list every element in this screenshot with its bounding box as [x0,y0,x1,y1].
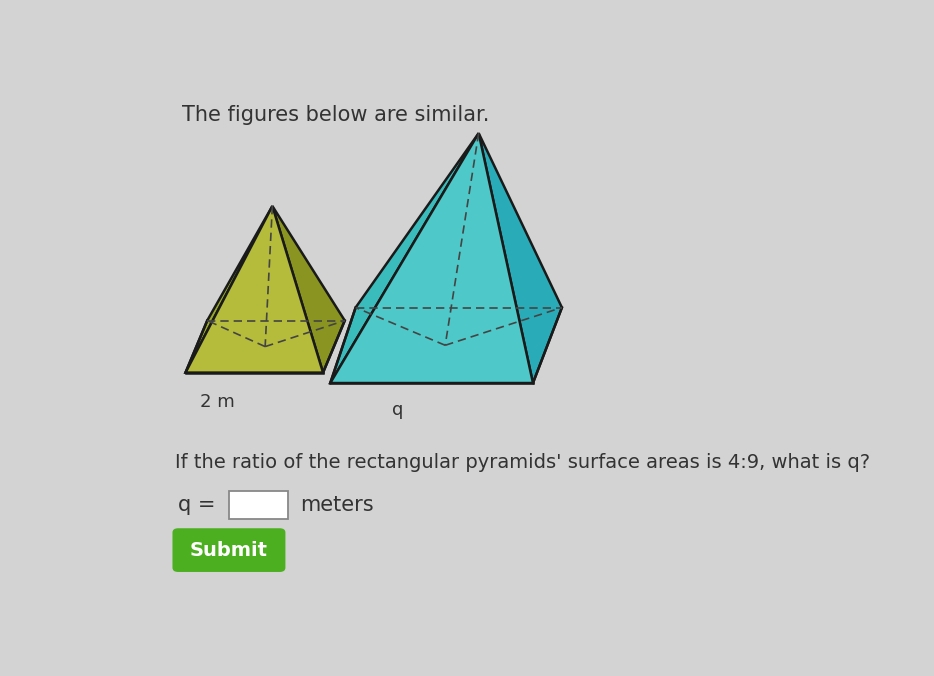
Text: The figures below are similar.: The figures below are similar. [182,105,489,124]
Polygon shape [186,206,273,372]
Polygon shape [331,133,479,383]
Text: q: q [392,402,403,419]
Polygon shape [273,206,345,372]
Text: 2 m: 2 m [200,393,234,412]
Polygon shape [186,206,323,372]
Text: Submit: Submit [190,541,268,560]
FancyBboxPatch shape [173,528,286,572]
FancyBboxPatch shape [229,491,289,519]
Text: q =: q = [178,496,216,515]
Polygon shape [479,133,562,383]
Text: If the ratio of the rectangular pyramids' surface areas is 4:9, what is q?: If the ratio of the rectangular pyramids… [175,454,870,473]
Polygon shape [331,133,533,383]
Text: meters: meters [300,496,374,515]
